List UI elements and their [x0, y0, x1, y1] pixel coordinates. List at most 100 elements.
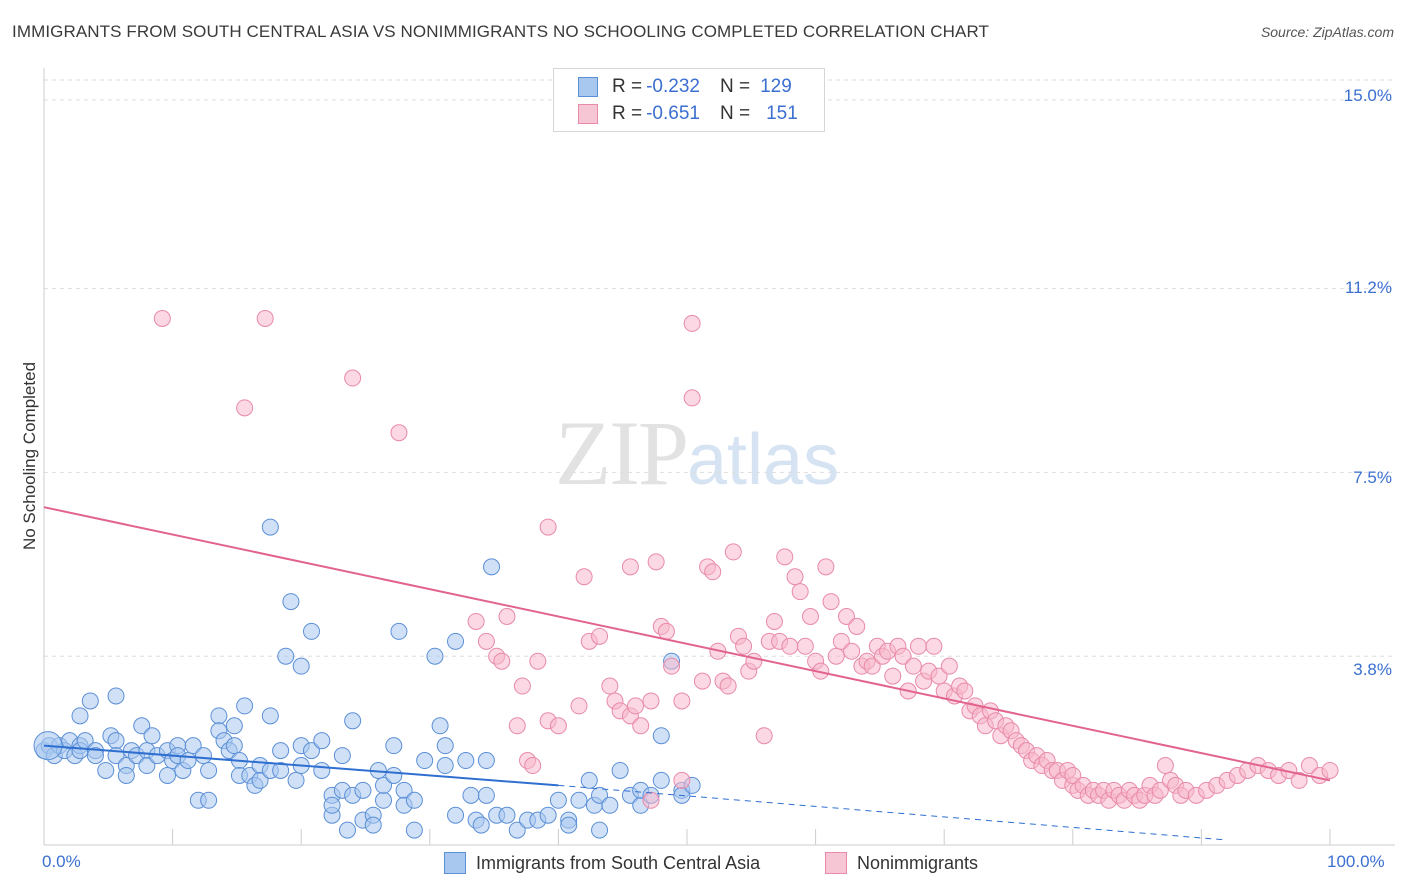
data-point-immigrants	[184, 737, 202, 755]
data-point-immigrants	[570, 791, 588, 809]
data-point-immigrants	[431, 717, 449, 735]
pink-swatch-icon	[578, 104, 598, 124]
data-point-immigrants	[344, 712, 362, 730]
source-label: Source: ZipAtlas.com	[1260, 24, 1394, 40]
data-point-nonimmigrants	[745, 652, 763, 670]
data-point-immigrants	[462, 786, 480, 804]
data-point-immigrants	[236, 697, 254, 715]
blue-swatch-icon	[444, 852, 466, 874]
data-point-nonimmigrants	[529, 652, 547, 670]
n-value: 129	[760, 76, 792, 97]
data-point-nonimmigrants	[683, 389, 701, 407]
data-point-nonimmigrants	[493, 652, 511, 670]
data-point-nonimmigrants	[791, 583, 809, 601]
data-point-immigrants	[107, 687, 125, 705]
data-point-immigrants	[282, 593, 300, 611]
data-point-nonimmigrants	[704, 563, 722, 581]
data-point-nonimmigrants	[776, 548, 794, 566]
data-point-immigrants	[426, 647, 444, 665]
data-point-nonimmigrants	[1300, 757, 1318, 775]
data-point-immigrants	[287, 771, 305, 789]
legend-label: Nonimmigrants	[857, 852, 979, 873]
data-point-nonimmigrants	[894, 647, 912, 665]
data-point-immigrants	[652, 771, 670, 789]
data-point-immigrants	[508, 821, 526, 839]
data-point-immigrants	[354, 781, 372, 799]
r-label: R =	[612, 103, 643, 124]
data-point-nonimmigrants	[673, 692, 691, 710]
data-point-immigrants	[472, 816, 490, 834]
data-point-immigrants	[549, 791, 567, 809]
data-point-immigrants	[81, 692, 99, 710]
data-point-immigrants	[225, 717, 243, 735]
data-point-immigrants	[194, 747, 212, 765]
data-point-nonimmigrants	[256, 309, 274, 327]
data-point-nonimmigrants	[884, 667, 902, 685]
data-point-immigrants	[97, 761, 115, 779]
pink-swatch-icon	[825, 852, 847, 874]
data-point-nonimmigrants	[837, 607, 855, 625]
n-value: 151	[766, 103, 798, 124]
data-point-nonimmigrants	[524, 757, 542, 775]
data-point-nonimmigrants	[591, 627, 609, 645]
data-point-immigrants	[580, 771, 598, 789]
trend-line-nonimmigrants	[43, 506, 1331, 782]
data-point-immigrants	[272, 761, 290, 779]
data-point-nonimmigrants	[1151, 781, 1169, 799]
data-point-nonimmigrants	[1064, 766, 1082, 784]
r-value: -0.651	[646, 103, 700, 124]
data-point-nonimmigrants	[153, 309, 171, 327]
data-point-immigrants	[225, 737, 243, 755]
legend-item-immigrants: Immigrants from South Central Asia	[444, 852, 760, 874]
data-point-nonimmigrants	[848, 617, 866, 635]
data-point-immigrants	[133, 717, 151, 735]
correlation-legend: R = -0.232 N = 129 R = -0.651 N = 151	[553, 68, 825, 132]
data-point-immigrants	[261, 707, 279, 725]
data-point-immigrants	[107, 732, 125, 750]
data-point-immigrants	[390, 622, 408, 640]
data-point-nonimmigrants	[956, 682, 974, 700]
data-point-immigrants	[447, 632, 465, 650]
data-point-nonimmigrants	[673, 771, 691, 789]
data-point-immigrants	[611, 761, 629, 779]
data-point-immigrants	[302, 622, 320, 640]
chart-title: IMMIGRANTS FROM SOUTH CENTRAL ASIA VS NO…	[12, 22, 990, 41]
y-tick-label: 3.8%	[1353, 660, 1392, 679]
legend-label: Immigrants from South Central Asia	[476, 852, 761, 873]
data-point-immigrants	[323, 796, 341, 814]
data-point-immigrants	[158, 766, 176, 784]
data-point-nonimmigrants	[683, 314, 701, 332]
data-point-nonimmigrants	[827, 647, 845, 665]
data-point-nonimmigrants	[843, 642, 861, 660]
data-point-immigrants	[117, 766, 135, 784]
data-point-immigrants	[483, 558, 501, 576]
data-point-immigrants	[385, 766, 403, 784]
data-point-immigrants	[447, 806, 465, 824]
data-point-nonimmigrants	[642, 692, 660, 710]
data-point-immigrants	[313, 732, 331, 750]
data-point-nonimmigrants	[1156, 757, 1174, 775]
n-label: N =	[719, 103, 751, 124]
data-point-immigrants	[405, 821, 423, 839]
data-point-immigrants	[277, 647, 295, 665]
data-point-immigrants	[200, 791, 218, 809]
data-point-immigrants	[436, 737, 454, 755]
data-point-immigrants	[498, 806, 516, 824]
data-point-nonimmigrants	[549, 717, 567, 735]
data-point-nonimmigrants	[477, 632, 495, 650]
data-point-immigrants	[375, 776, 393, 794]
data-point-nonimmigrants	[344, 369, 362, 387]
blue-swatch-icon	[578, 77, 598, 97]
data-point-immigrants	[591, 821, 609, 839]
data-point-immigrants	[364, 816, 382, 834]
data-point-nonimmigrants	[801, 607, 819, 625]
data-point-nonimmigrants	[498, 607, 516, 625]
data-point-immigrants	[302, 742, 320, 760]
data-point-nonimmigrants	[513, 677, 531, 695]
y-tick-label: 11.2%	[1345, 278, 1392, 297]
n-label: N =	[719, 76, 751, 97]
data-point-nonimmigrants	[925, 637, 943, 655]
data-point-nonimmigrants	[663, 657, 681, 675]
x-tick-label: 100.0%	[1327, 852, 1385, 871]
